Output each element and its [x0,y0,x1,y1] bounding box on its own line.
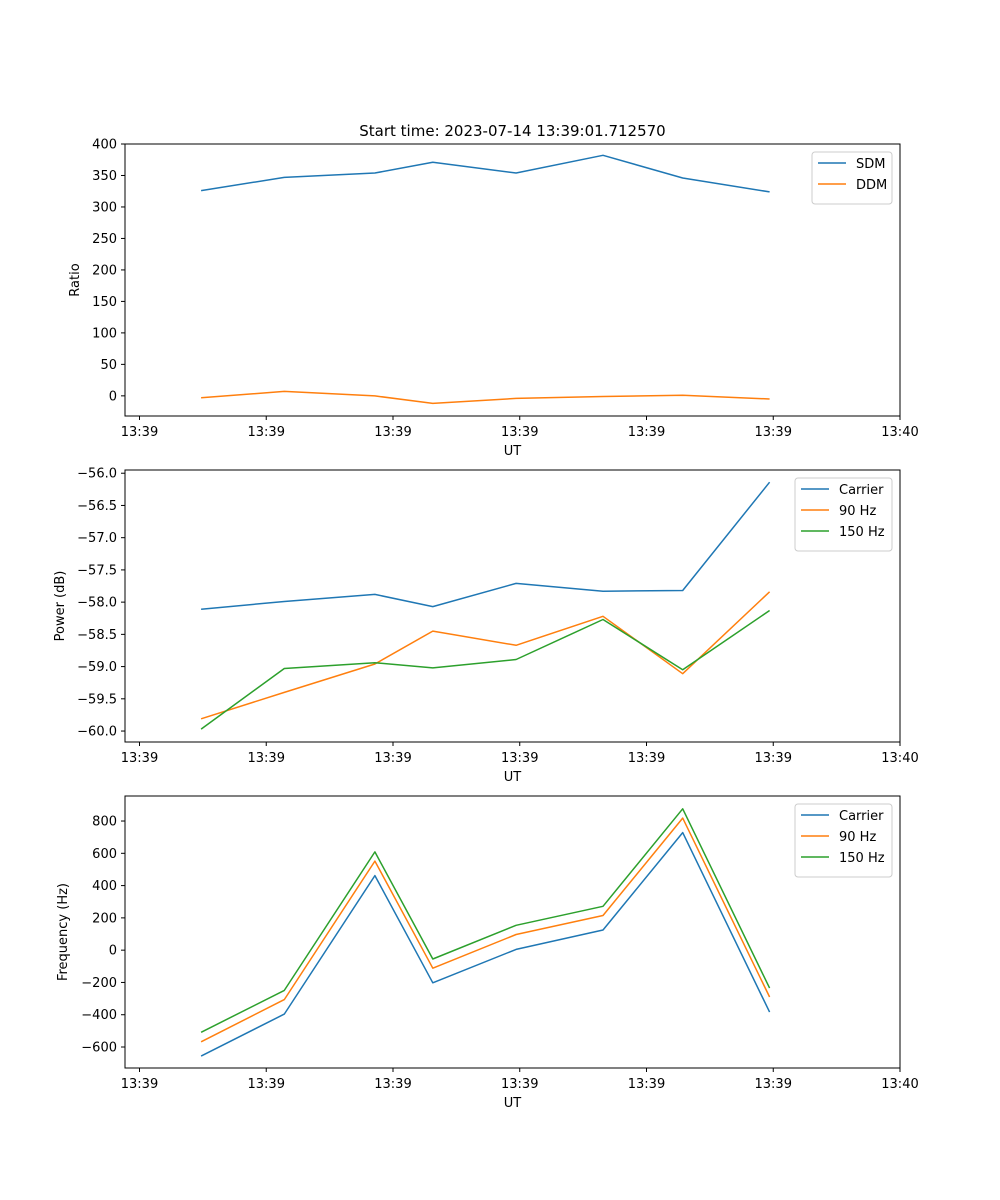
x-tick-label: 13:39 [628,751,665,766]
legend-label: 150 Hz [839,851,885,866]
x-axis-label: UT [504,444,522,459]
x-tick-label: 13:39 [501,751,538,766]
x-tick-label: 13:39 [121,1077,158,1092]
y-tick-label: −56.0 [77,467,117,482]
y-tick-label: −57.5 [77,563,117,578]
y-tick-label: 0 [109,944,117,959]
legend-label: 90 Hz [839,504,876,519]
axes-frame [124,469,901,743]
series-line-ddm [201,390,770,405]
x-tick-label: 13:39 [374,751,411,766]
y-tick-label: 0 [109,389,117,404]
x-tick-label: 13:39 [628,425,665,440]
legend-label: DDM [856,178,887,193]
series-line-150-hz [200,609,771,730]
legend-label: Carrier [839,809,884,824]
y-tick-label: −59.0 [77,660,117,675]
y-tick-label: 150 [92,295,117,310]
x-tick-label: 13:39 [755,751,792,766]
axes-frame [124,143,901,417]
y-tick-label: 350 [92,169,117,184]
legend-label: 150 Hz [839,525,885,540]
legend-box [794,803,893,878]
axes-frame [124,795,901,1069]
x-tick-label: 13:39 [755,1077,792,1092]
series-line-150-hz [200,808,771,1033]
x-tick-label: 13:39 [248,425,285,440]
x-tick-label: 13:39 [121,751,158,766]
series-line-sdm [200,154,770,193]
y-tick-label: 100 [92,326,117,341]
chart-title: Start time: 2023-07-14 13:39:01.712570 [359,122,665,140]
y-tick-label: −60.0 [77,725,117,740]
legend-box [811,151,893,205]
y-axis-label: Ratio [68,263,83,296]
x-tick-label: 13:39 [248,751,285,766]
x-tick-label: 13:39 [501,1077,538,1092]
chart-panel-1: Start time: 2023-07-14 13:39:01.712570 13… [68,122,919,459]
legend-label: Carrier [839,483,884,498]
y-tick-label: 50 [100,358,117,373]
y-tick-label: −56.5 [77,499,117,514]
y-tick-label: −600 [81,1041,117,1056]
x-tick-label: 13:39 [628,1077,665,1092]
legend-label: 90 Hz [839,830,876,845]
x-tick-label: 13:39 [121,425,158,440]
legend: Carrier 90 Hz 150 Hz [794,477,893,552]
y-tick-label: 200 [92,263,117,278]
x-tick-label: 13:40 [881,1077,918,1092]
y-tick-label: 300 [92,200,117,215]
x-tick-label: 13:39 [374,1077,411,1092]
chart-panel-2: 13:39 13:39 13:39 13:39 13:39 13:39 13:40 −60.0… [53,467,919,785]
y-axis-label: Frequency (Hz) [56,883,71,981]
x-tick-label: 13:39 [248,1077,285,1092]
series-line-carrier [200,831,771,1057]
series-line-90-hz [200,817,771,1043]
y-tick-label: 200 [92,911,117,926]
y-axis-label: Power (dB) [53,571,68,642]
y-tick-label: −200 [81,976,117,991]
x-tick-label: 13:39 [501,425,538,440]
y-tick-label: −57.0 [77,531,117,546]
x-tick-label: 13:40 [881,425,918,440]
x-axis-label: UT [504,770,522,785]
y-tick-label: 250 [92,232,117,247]
legend-label: SDM [856,157,885,172]
y-tick-label: 400 [92,879,117,894]
y-tick-label: −58.0 [77,596,117,611]
y-tick-label: 800 [92,815,117,830]
x-tick-label: 13:40 [881,751,918,766]
x-tick-label: 13:39 [374,425,411,440]
y-tick-label: 400 [92,138,117,153]
series-line-90-hz [200,591,771,720]
series-line-carrier [201,481,771,610]
legend: SDM DDM [811,151,893,205]
x-tick-label: 13:39 [755,425,792,440]
legend: Carrier 90 Hz 150 Hz [794,803,893,878]
x-axis-label: UT [504,1096,522,1111]
legend-box [794,477,893,552]
chart-panel-3: 13:39 13:39 13:39 13:39 13:39 13:39 13:40 −600 −… [56,795,919,1111]
y-tick-label: −58.5 [77,628,117,643]
y-tick-label: 600 [92,847,117,862]
y-tick-label: −59.5 [77,692,117,707]
series-lines [200,808,771,1057]
y-tick-label: −400 [81,1008,117,1023]
series-lines [200,154,770,405]
series-lines [200,481,771,730]
